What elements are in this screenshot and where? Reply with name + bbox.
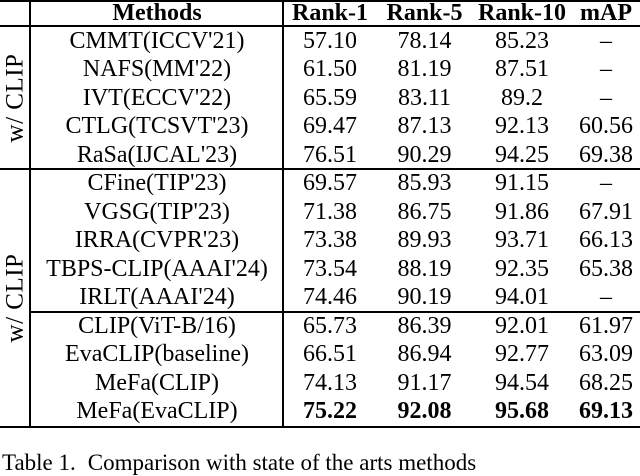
table-row: MeFa(CLIP) 74.13 91.17 94.54 68.25: [0, 369, 640, 398]
rank10-cell: 95.68: [495, 398, 549, 425]
rank5-cell: 86.94: [397, 341, 452, 368]
table-caption: Table 1. Comparison with state of the art…: [2, 450, 640, 476]
table-row: NAFS(MM'22) 61.50 81.19 87.51 –: [0, 56, 640, 85]
header-rank5: Rank-5: [386, 0, 463, 26]
table-row: VGSG(TIP'23) 71.38 86.75 91.86 67.91: [0, 198, 640, 227]
group2-separator-rule: [31, 311, 640, 313]
rank5-cell: 91.17: [397, 369, 452, 396]
method-cell: IRLT(AAAI'24): [79, 284, 235, 311]
rank1-cell: 66.51: [303, 341, 357, 368]
rank5-cell: 85.93: [397, 170, 452, 197]
rank10-cell: 92.01: [495, 312, 549, 339]
rank1-cell: 76.51: [303, 141, 357, 168]
method-cell: VGSG(TIP'23): [84, 198, 230, 225]
method-cell: IVT(ECCV'22): [82, 84, 232, 111]
rank5-cell: 78.14: [397, 27, 452, 54]
table-row: CFine(TIP'23) 69.57 85.93 91.15 –: [0, 170, 640, 199]
map-cell: 69.13: [579, 398, 633, 425]
label-column-divider: [29, 1, 31, 427]
rank1-cell: 71.38: [303, 198, 357, 225]
rank1-cell: 73.38: [303, 227, 357, 254]
table-row: TBPS-CLIP(AAAI'24) 73.54 88.19 92.35 65.…: [0, 255, 640, 284]
rank10-cell: 94.01: [495, 284, 549, 311]
rank10-cell: 91.86: [495, 198, 549, 225]
rank10-cell: 87.51: [495, 56, 549, 83]
map-cell: 60.56: [579, 113, 633, 140]
map-cell: –: [600, 284, 612, 311]
rank5-cell: 83.11: [397, 84, 452, 111]
group1-separator-rule: [0, 168, 640, 170]
method-cell: TBPS-CLIP(AAAI'24): [46, 255, 268, 282]
rank10-cell: 94.54: [495, 369, 549, 396]
rank10-cell: 92.77: [495, 341, 549, 368]
method-cell: RaSa(IJCAL'23): [76, 141, 238, 168]
rank1-cell: 74.13: [303, 369, 357, 396]
rank5-cell: 90.29: [397, 141, 452, 168]
table-row: IVT(ECCV'22) 65.59 83.11 89.2 –: [0, 84, 640, 113]
rank10-cell: 91.15: [495, 170, 549, 197]
rank1-cell: 75.22: [303, 398, 357, 425]
map-cell: 67.91: [579, 198, 633, 225]
method-cell: MeFa(CLIP): [95, 369, 219, 396]
rank5-cell: 81.19: [397, 56, 452, 83]
header-map: mAP: [580, 0, 632, 26]
table-row: EvaCLIP(baseline) 66.51 86.94 92.77 63.0…: [0, 341, 640, 370]
table-row: IRLT(AAAI'24) 74.46 90.19 94.01 –: [0, 284, 640, 313]
rank1-cell: 57.10: [303, 27, 357, 54]
header-rank10: Rank-10: [477, 0, 567, 26]
map-cell: –: [600, 27, 612, 54]
map-cell: 65.38: [579, 255, 633, 282]
rank10-cell: 93.71: [495, 227, 549, 254]
map-cell: 66.13: [579, 227, 633, 254]
table-row: CMMT(ICCV'21) 57.10 78.14 85.23 –: [0, 27, 640, 56]
header-rank1: Rank-1: [291, 0, 369, 26]
rank5-cell: 89.93: [397, 227, 452, 254]
rank1-cell: 69.57: [303, 170, 357, 197]
table-row: CLIP(ViT-B/16) 65.73 86.39 92.01 61.97: [0, 312, 640, 341]
table-row-best: MeFa(EvaCLIP) 75.22 92.08 95.68 69.13: [0, 398, 640, 427]
map-cell: 61.97: [579, 312, 633, 339]
rank1-cell: 65.59: [303, 84, 357, 111]
rank10-cell: 92.35: [495, 255, 549, 282]
map-cell: –: [600, 84, 612, 111]
table-row: IRRA(CVPR'23) 73.38 89.93 93.71 66.13: [0, 227, 640, 256]
method-cell: IRRA(CVPR'23): [74, 227, 240, 254]
method-cell: CMMT(ICCV'21): [69, 27, 245, 54]
table-body: CMMT(ICCV'21) 57.10 78.14 85.23 – NAFS(M…: [0, 27, 640, 426]
rank5-cell: 86.39: [397, 312, 452, 339]
rank1-cell: 74.46: [303, 284, 357, 311]
rank5-cell: 90.19: [397, 284, 452, 311]
table-row: CTLG(TCSVT'23) 69.47 87.13 92.13 60.56: [0, 113, 640, 142]
header-rule: [0, 25, 640, 27]
method-cell: EvaCLIP(baseline): [65, 341, 249, 368]
rank10-cell: 94.25: [495, 141, 549, 168]
map-cell: –: [600, 170, 612, 197]
table-bottom-rule: [0, 426, 640, 428]
table-row: RaSa(IJCAL'23) 76.51 90.29 94.25 69.38: [0, 141, 640, 170]
method-cell: CTLG(TCSVT'23): [65, 113, 249, 140]
rank5-cell: 87.13: [397, 113, 452, 140]
method-cell: CLIP(ViT-B/16): [78, 312, 236, 339]
rank1-cell: 61.50: [303, 56, 357, 83]
rank1-cell: 73.54: [303, 255, 357, 282]
method-cell: CFine(TIP'23): [87, 170, 227, 197]
rank5-cell: 86.75: [397, 198, 452, 225]
rank10-cell: 89.2: [501, 84, 543, 111]
rank5-cell: 88.19: [397, 255, 452, 282]
table-top-rule: [0, 0, 640, 2]
table-header-row: Methods Rank-1 Rank-5 Rank-10 mAP: [0, 0, 640, 26]
map-cell: 68.25: [579, 369, 633, 396]
methods-column-divider: [282, 1, 284, 427]
rank10-cell: 85.23: [495, 27, 549, 54]
map-cell: 69.38: [579, 141, 633, 168]
rank1-cell: 65.73: [303, 312, 357, 339]
rank5-cell: 92.08: [397, 398, 452, 425]
rank10-cell: 92.13: [495, 113, 549, 140]
rank1-cell: 69.47: [303, 113, 357, 140]
header-methods: Methods: [112, 0, 202, 26]
method-cell: MeFa(EvaCLIP): [76, 398, 238, 425]
method-cell: NAFS(MM'22): [82, 56, 232, 83]
map-cell: –: [600, 56, 612, 83]
map-cell: 63.09: [579, 341, 633, 368]
